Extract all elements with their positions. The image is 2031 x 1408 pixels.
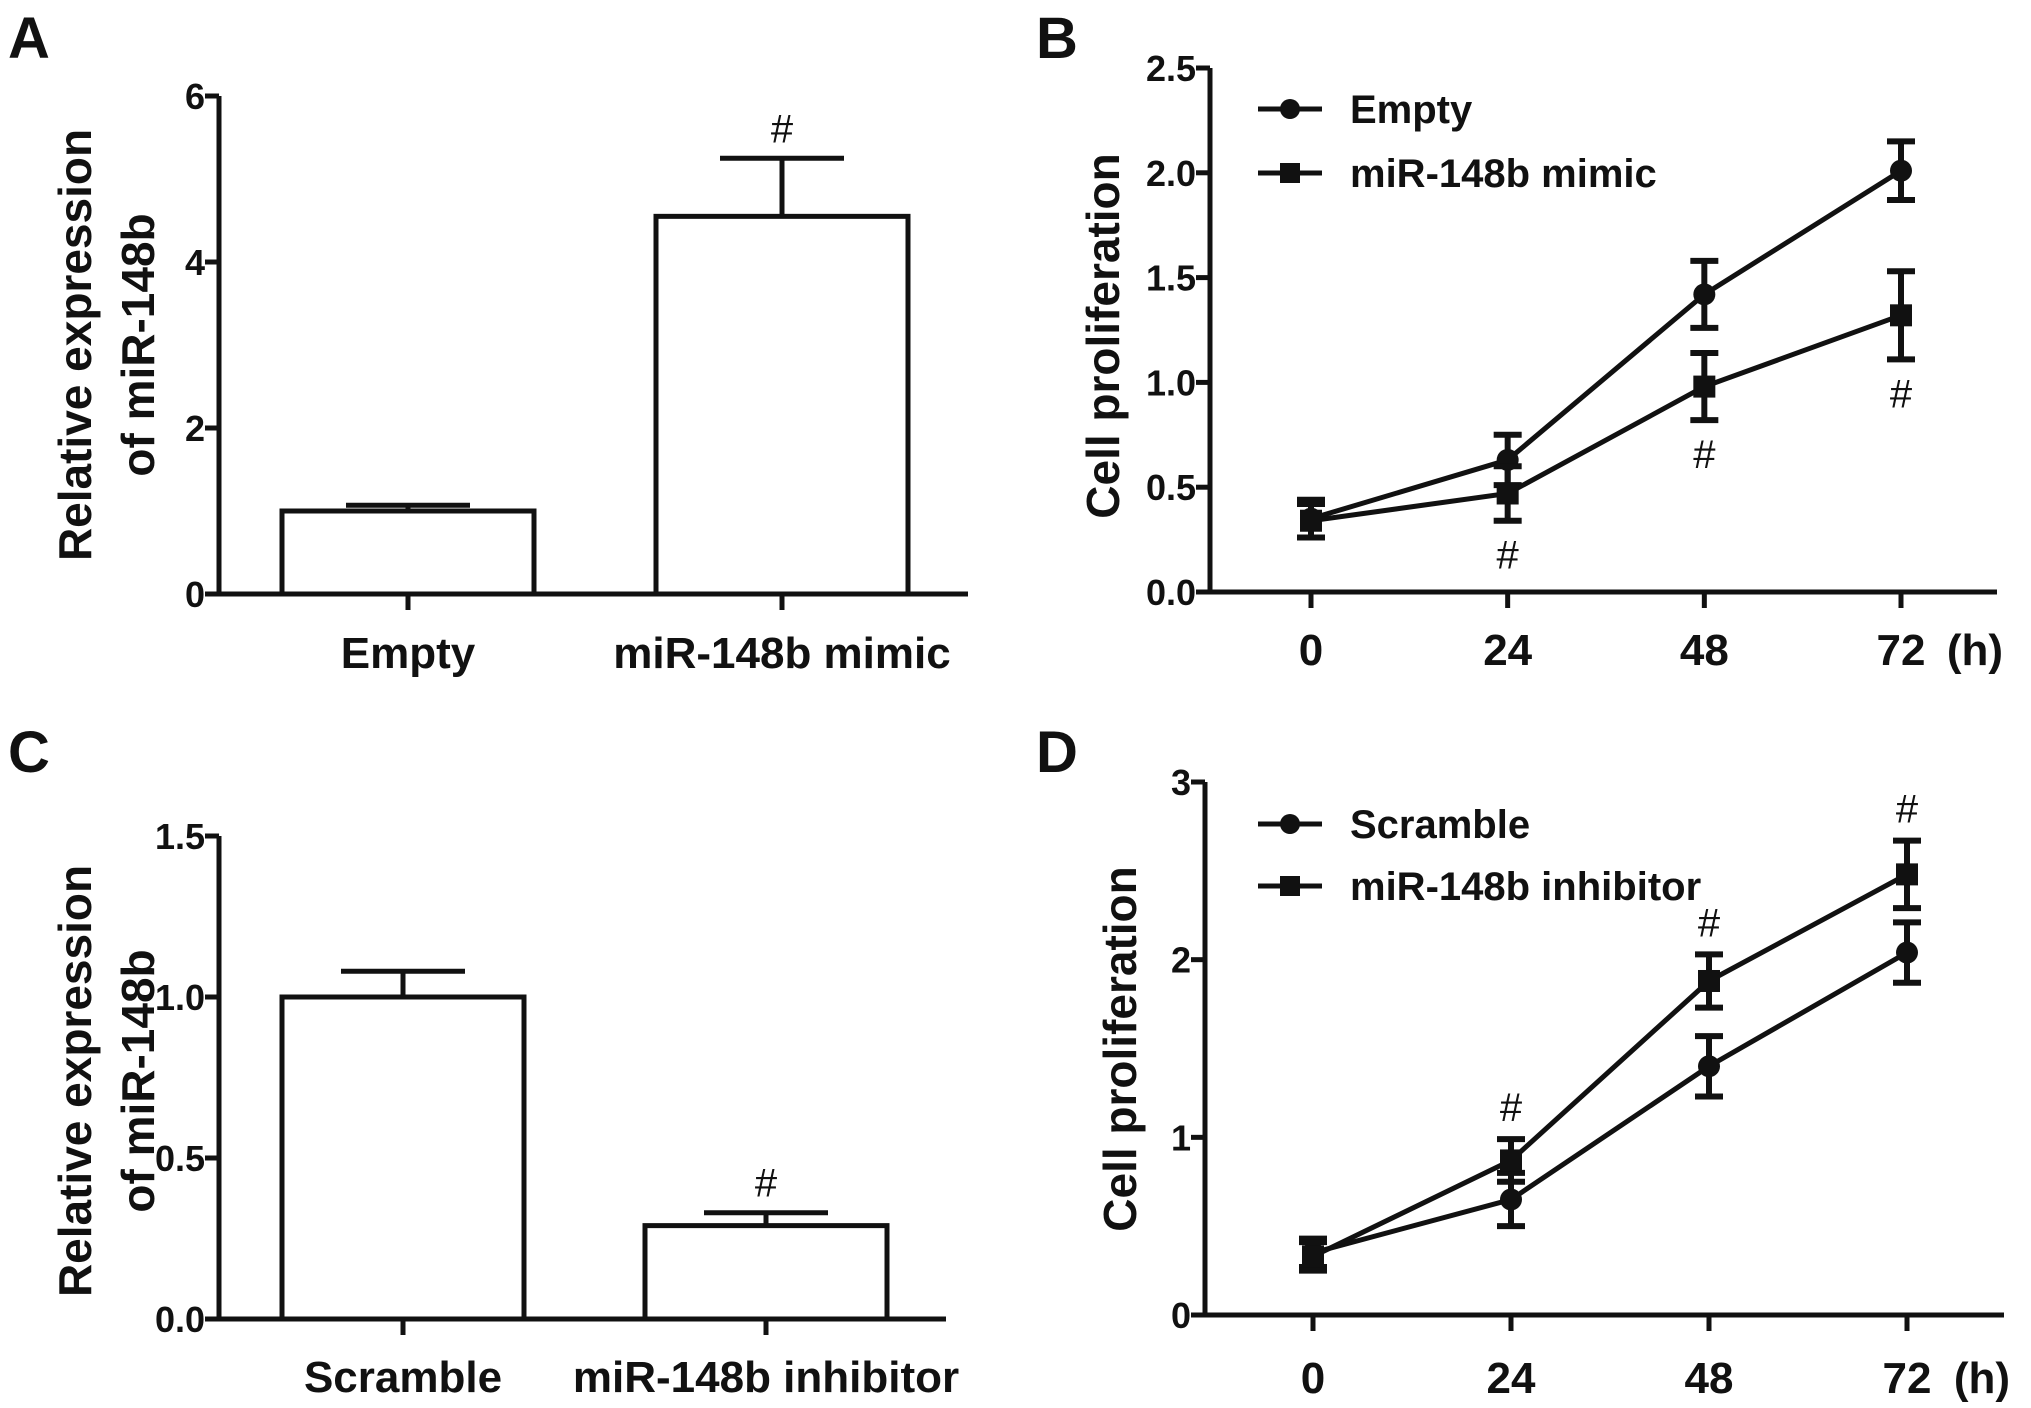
significance-mark: # xyxy=(1497,534,1520,578)
significance-mark: # xyxy=(1896,788,1919,832)
data-point-square xyxy=(1500,1149,1522,1172)
panel-B: B 0.0 0.5 1.0 1.5 2.0 2.5 Cell proliferation 0 24… xyxy=(1036,6,2003,675)
x-tick-label: 72 xyxy=(1883,1354,1932,1403)
y-axis-label: Relative expression xyxy=(49,865,101,1297)
y-tick-label: 0 xyxy=(1171,1295,1191,1336)
y-tick-label: 6 xyxy=(185,76,205,117)
data-point-square xyxy=(1693,375,1716,398)
significance-mark: # xyxy=(755,1162,778,1206)
y-tick-label: 3 xyxy=(1171,762,1191,803)
legend-label: miR-148b mimic xyxy=(1350,152,1657,196)
series-square: # # # xyxy=(1299,788,1921,1274)
data-point-circle xyxy=(1890,159,1912,182)
data-point-square xyxy=(1896,863,1918,886)
y-tick-label: 1.0 xyxy=(1146,362,1196,403)
panel-label: D xyxy=(1036,720,1078,785)
legend-label: Empty xyxy=(1350,88,1473,132)
x-tick-label: 0 xyxy=(1301,1354,1325,1403)
data-point-square xyxy=(1496,482,1519,505)
series-circle xyxy=(1297,138,1915,541)
significance-mark: # xyxy=(1500,1086,1523,1130)
data-point-circle xyxy=(1500,1188,1522,1211)
significance-mark: # xyxy=(771,107,794,151)
panel-A: A 0 2 4 6 Relative expression of miR-148b Empty… xyxy=(8,6,968,678)
y-tick-label: 0 xyxy=(185,574,205,615)
data-point-square xyxy=(1300,509,1322,532)
panel-D: D 0 1 2 3 Cell proliferation 0 24 48 72 (h) Scrambl… xyxy=(1036,720,2010,1403)
y-axis-label: Relative expression xyxy=(49,129,101,561)
y-tick-label: 2 xyxy=(1171,940,1191,981)
data-point-square xyxy=(1302,1245,1324,1268)
legend-label: miR-148b inhibitor xyxy=(1350,865,1701,909)
x-tick-label: 48 xyxy=(1685,1354,1734,1403)
legend-marker-circle xyxy=(1280,814,1300,834)
bar xyxy=(653,213,911,597)
y-axis-label: Cell proliferation xyxy=(1077,153,1129,518)
series-line xyxy=(1310,312,1902,524)
significance-mark: # xyxy=(1698,901,1721,945)
bar xyxy=(279,994,527,1322)
data-point-square xyxy=(1890,304,1912,327)
x-category-label: Scramble xyxy=(304,1353,502,1402)
data-point-circle xyxy=(1896,941,1918,964)
legend-label: Scramble xyxy=(1350,803,1530,847)
x-tick-label: 48 xyxy=(1680,626,1729,675)
panel-C: C 0.0 0.5 1.0 1.5 Relative expression of miR-1… xyxy=(8,720,959,1402)
x-tick-label: 0 xyxy=(1299,626,1323,675)
y-tick-label: 1.5 xyxy=(1146,258,1196,299)
x-tick-label: 24 xyxy=(1483,626,1532,675)
panel-label: B xyxy=(1036,6,1078,71)
panel-label: C xyxy=(8,720,50,785)
x-unit-label: (h) xyxy=(1947,626,2003,675)
y-tick-label: 1.0 xyxy=(155,977,205,1018)
y-tick-label: 0.0 xyxy=(1146,572,1196,613)
y-tick-label: 2 xyxy=(185,408,205,449)
series-square: # # # xyxy=(1297,268,1915,578)
significance-mark: # xyxy=(1693,433,1716,477)
legend-marker-circle xyxy=(1280,99,1300,119)
y-axis-label: of miR-148b xyxy=(112,949,164,1212)
y-tick-label: 0.0 xyxy=(155,1299,205,1340)
series-line xyxy=(1311,872,1909,1259)
series-line xyxy=(1310,168,1903,522)
x-category-label: Empty xyxy=(341,629,476,678)
legend-marker-square xyxy=(1280,876,1300,896)
panel-label: A xyxy=(8,6,50,71)
significance-mark: # xyxy=(1890,372,1913,416)
data-point-square xyxy=(1698,969,1720,992)
y-tick-label: 2.5 xyxy=(1146,48,1196,89)
y-tick-label: 0.5 xyxy=(155,1138,205,1179)
x-category-label: miR-148b inhibitor xyxy=(573,1353,959,1402)
bar xyxy=(642,1223,890,1322)
data-point-circle xyxy=(1698,1055,1720,1078)
data-point-circle xyxy=(1693,283,1716,306)
y-tick-label: 4 xyxy=(185,242,205,283)
bar xyxy=(279,508,537,597)
y-axis-label: Cell proliferation xyxy=(1094,866,1146,1231)
x-unit-label: (h) xyxy=(1954,1354,2010,1403)
y-tick-label: 2.0 xyxy=(1146,153,1196,194)
x-tick-label: 72 xyxy=(1877,626,1926,675)
series-line xyxy=(1312,950,1909,1256)
x-category-label: miR-148b mimic xyxy=(613,629,950,678)
y-tick-label: 1 xyxy=(1171,1117,1191,1158)
x-tick-label: 24 xyxy=(1487,1354,1536,1403)
y-tick-label: 1.5 xyxy=(155,816,205,857)
legend-marker-square xyxy=(1280,163,1300,183)
y-axis-label: of miR-148b xyxy=(112,213,164,476)
y-tick-label: 0.5 xyxy=(1146,467,1196,508)
